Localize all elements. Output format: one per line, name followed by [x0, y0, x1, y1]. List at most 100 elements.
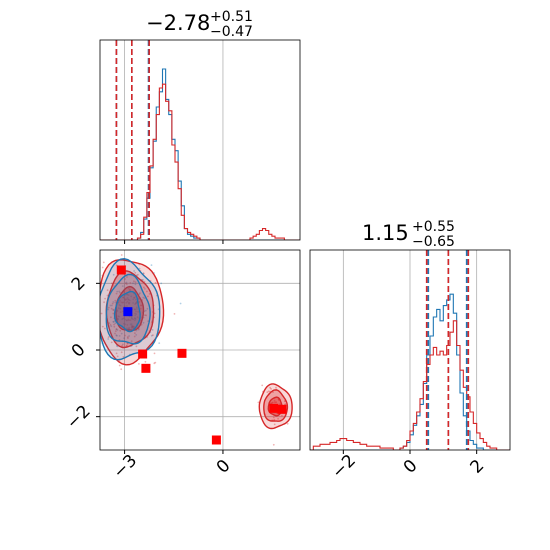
- sample-dot: [131, 325, 133, 328]
- sample-dot: [158, 342, 161, 344]
- sample-dot: [129, 289, 131, 292]
- sample-dot: [273, 399, 276, 402]
- sample-dot: [271, 401, 274, 404]
- sample-dot: [112, 309, 115, 312]
- sample-dot: [134, 314, 137, 317]
- sample-dot: [116, 355, 119, 358]
- sample-dot: [127, 337, 129, 339]
- sample-dot: [135, 334, 138, 336]
- sample-dot: [144, 314, 146, 316]
- sample-dot: [284, 403, 287, 405]
- sample-dot: [128, 302, 131, 305]
- sample-dot: [146, 290, 148, 293]
- sample-dot: [279, 403, 281, 406]
- sample-dot: [121, 310, 124, 313]
- sample-dot: [68, 364, 70, 366]
- sample-dot: [110, 307, 113, 310]
- sample-dot: [134, 318, 137, 320]
- param1-histogram-background: [100, 40, 300, 240]
- param1-histogram-ticks: [124, 240, 224, 244]
- sample-dot: [122, 356, 125, 358]
- sample-dot: [132, 325, 134, 327]
- sample-dot: [119, 307, 122, 310]
- sample-dot: [110, 341, 113, 344]
- sample-dot: [133, 270, 136, 272]
- sample-dot: [104, 327, 106, 330]
- sample-dot: [118, 315, 121, 318]
- param2-histogram-tick-labels: −2 0 2: [328, 451, 488, 483]
- sample-dot: [121, 301, 124, 304]
- sample-dot: [160, 282, 163, 285]
- sample-dot: [117, 307, 120, 309]
- sample-dot: [110, 282, 113, 285]
- sample-dot: [130, 295, 133, 298]
- param2-quantile-lines: [425, 250, 470, 450]
- sample-dot: [116, 309, 119, 312]
- sample-dot: [283, 400, 286, 403]
- sample-dot: [120, 368, 123, 371]
- sample-dot: [118, 304, 121, 306]
- sample-dot: [110, 325, 113, 328]
- sample-dot: [148, 293, 151, 295]
- sample-dot: [132, 298, 135, 301]
- sample-dot: [128, 327, 130, 330]
- param2-histograms: [310, 293, 510, 450]
- sample-dot: [115, 352, 118, 355]
- sample-dot: [114, 322, 117, 325]
- sample-dot: [96, 325, 98, 327]
- joint-markers: [116, 265, 287, 445]
- sample-dot: [124, 323, 127, 326]
- sample-dot: [133, 280, 135, 283]
- sample-dot: [121, 318, 123, 321]
- sample-dot: [144, 309, 147, 312]
- sample-dot: [135, 298, 137, 301]
- joint-y-tick-label-1: 0: [68, 340, 90, 362]
- param2-title: 1.15 +0.55 −0.65: [362, 219, 455, 250]
- sample-dot: [134, 281, 137, 283]
- sample-dot: [112, 320, 115, 323]
- sample-dot: [115, 328, 118, 331]
- sample-dot: [270, 388, 272, 390]
- sample-dot: [111, 302, 114, 305]
- sample-dot: [112, 308, 115, 311]
- sample-dot: [139, 292, 141, 294]
- param1-title: −2.78 +0.51 −0.47: [146, 9, 253, 40]
- sample-dot: [128, 299, 131, 302]
- sample-dot: [101, 266, 104, 269]
- joint-y-tick-label-2: 2: [68, 273, 90, 295]
- sample-dot: [273, 401, 276, 404]
- sample-dot: [126, 327, 128, 330]
- sample-dot: [131, 325, 134, 328]
- sample-dot: [128, 326, 131, 329]
- sample-dot: [134, 303, 137, 305]
- sample-dot: [273, 418, 276, 421]
- sample-dot: [144, 288, 146, 290]
- sample-dot: [136, 306, 138, 309]
- sample-dot: [126, 300, 129, 303]
- param1-histogram-panel: [99, 39, 301, 244]
- red-marker-0: [116, 265, 126, 275]
- sample-dot: [127, 318, 130, 321]
- sample-dot: [129, 319, 132, 321]
- param1-histogram-frame: [99, 39, 301, 241]
- sample-dot: [125, 283, 128, 285]
- sample-dot: [123, 337, 125, 340]
- sample-dot: [134, 283, 137, 286]
- sample-dot: [111, 304, 113, 307]
- param1-title-median: −2.78: [146, 11, 210, 35]
- sample-dot: [130, 326, 133, 329]
- sample-dot: [145, 314, 148, 317]
- sample-dot: [127, 319, 130, 322]
- sample-dot: [273, 423, 276, 426]
- sample-dot: [139, 304, 142, 307]
- sample-dot: [126, 293, 129, 296]
- sample-dot: [136, 308, 138, 310]
- sample-dot: [121, 343, 124, 346]
- param1-quantile-lines: [115, 40, 150, 240]
- sample-dot: [122, 301, 125, 304]
- sample-dot: [138, 300, 141, 303]
- sample-dot: [134, 332, 136, 334]
- sample-dot: [134, 308, 136, 311]
- sample-dot: [106, 294, 109, 297]
- param2-histogram-panel: −2 0 2: [309, 249, 511, 483]
